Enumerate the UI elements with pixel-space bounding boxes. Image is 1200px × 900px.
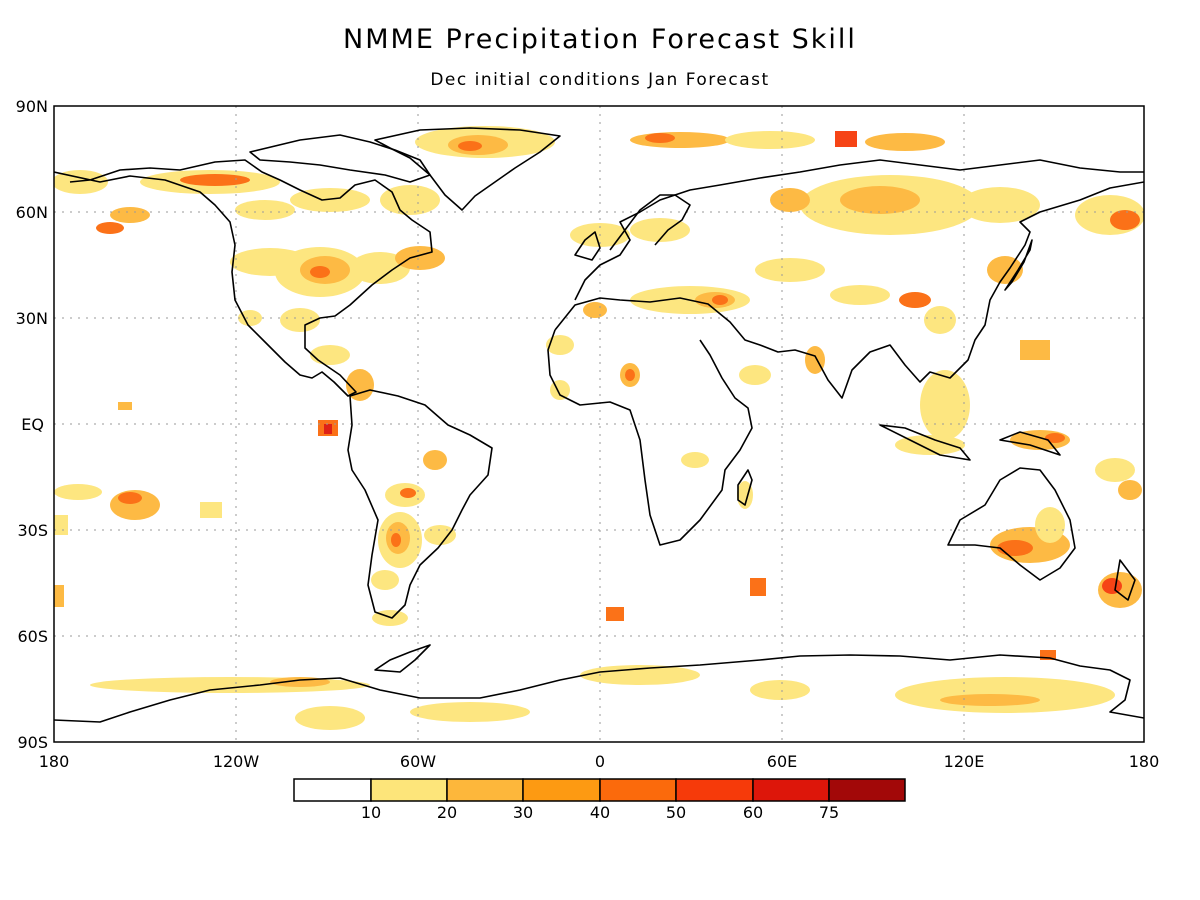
legend-label-40: 40 — [590, 803, 610, 822]
lon-label-0: 0 — [595, 752, 605, 771]
lat-label-60n: 60N — [16, 203, 48, 222]
map-frame — [53, 105, 1145, 743]
chart-subtitle: Dec initial conditions Jan Forecast — [430, 70, 770, 90]
lon-label-180w: 180 — [39, 752, 70, 771]
lat-label-30s: 30S — [17, 521, 48, 540]
lat-label-eq: EQ — [21, 415, 44, 434]
legend-swatch-2 — [446, 778, 524, 802]
legend-swatch-3 — [522, 778, 601, 802]
legend-swatch-5 — [675, 778, 754, 802]
grid-lines — [54, 106, 1144, 742]
legend-swatch-6 — [752, 778, 830, 802]
legend-label-30: 30 — [513, 803, 533, 822]
lon-label-120w: 120W — [213, 752, 260, 771]
legend-swatch-7 — [828, 778, 906, 802]
legend-label-75: 75 — [819, 803, 839, 822]
lon-label-180e: 180 — [1129, 752, 1160, 771]
lat-label-60s: 60S — [17, 627, 48, 646]
legend-swatch-0 — [293, 778, 372, 802]
lat-label-90n: 90N — [16, 97, 48, 116]
lon-label-60e: 60E — [767, 752, 797, 771]
lat-axis: 90N 60N 30N EQ 30S 60S 90S — [16, 97, 48, 752]
legend-label-10: 10 — [361, 803, 381, 822]
lon-axis: 180 120W 60W 0 60E 120E 180 — [39, 752, 1160, 771]
lon-label-120e: 120E — [944, 752, 985, 771]
lat-label-90s: 90S — [17, 733, 48, 752]
legend-label-60: 60 — [743, 803, 763, 822]
legend-swatch-4 — [599, 778, 677, 802]
lat-label-30n: 30N — [16, 309, 48, 328]
chart-title: NMME Precipitation Forecast Skill — [343, 24, 857, 55]
color-legend: 10 20 30 40 50 60 75 — [293, 778, 906, 822]
lon-label-60w: 60W — [400, 752, 436, 771]
coastlines — [54, 127, 1144, 723]
skill-shading — [54, 126, 1144, 730]
legend-swatch-1 — [370, 778, 448, 802]
legend-label-20: 20 — [437, 803, 457, 822]
legend-label-50: 50 — [666, 803, 686, 822]
